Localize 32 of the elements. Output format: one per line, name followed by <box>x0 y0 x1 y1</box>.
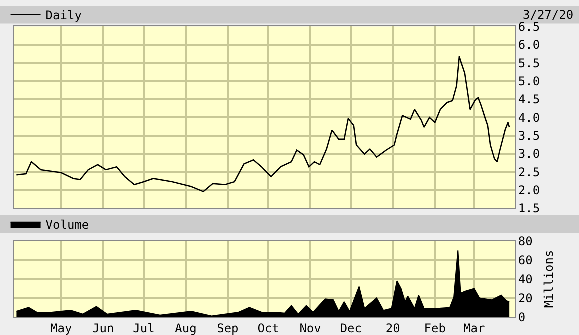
x-tick-label: Dec <box>340 322 362 335</box>
x-tick-label: May <box>50 322 72 335</box>
y-axis-title: Millions <box>542 250 556 308</box>
x-tick-label: Mar <box>464 322 486 335</box>
legend-label: Volume <box>46 218 90 232</box>
x-tick-label: Sep <box>217 322 239 335</box>
x-tick-label: Jul <box>133 322 155 335</box>
x-tick-label: Aug <box>175 322 197 335</box>
y-tick-label: 2.0 <box>518 184 540 198</box>
y-tick-label: 60 <box>518 253 533 268</box>
legend-label: Daily <box>46 8 82 23</box>
y-tick-label: 3.0 <box>518 147 540 162</box>
x-tick-label: Jun <box>92 322 114 335</box>
y-tick-label: 6.0 <box>518 38 540 52</box>
y-tick-label: 5.5 <box>518 56 540 70</box>
y-tick-label: 2.5 <box>518 165 540 180</box>
y-tick-label: 4.0 <box>518 110 540 125</box>
y-tick-label: 80 <box>518 234 533 248</box>
y-tick-label: 6.5 <box>518 20 540 34</box>
x-tick-label: Feb <box>424 322 446 335</box>
line-series <box>16 56 510 192</box>
x-tick-label: 20 <box>386 322 400 335</box>
y-tick-label: 1.5 <box>518 202 540 216</box>
text: 3/27/20 <box>523 8 574 22</box>
y-tick-label: 3.5 <box>518 129 540 144</box>
y-tick-label: 4.5 <box>518 92 540 107</box>
y-tick-label: 5.0 <box>518 74 540 88</box>
x-tick-label: Nov <box>300 322 322 335</box>
y-tick-label: 0 <box>518 310 526 324</box>
y-tick-label: 20 <box>518 291 533 306</box>
x-tick-label: Oct <box>258 322 280 335</box>
y-tick-label: 40 <box>518 272 533 286</box>
